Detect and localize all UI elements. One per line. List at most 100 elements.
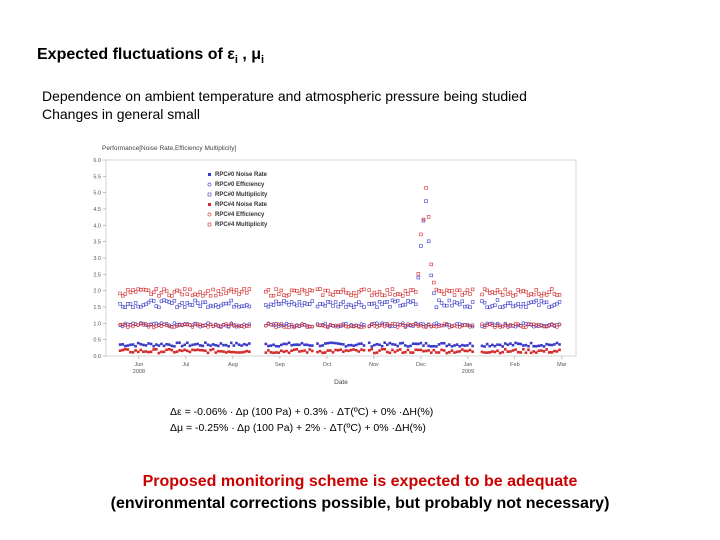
point-rpc-0-multiplicity bbox=[300, 303, 304, 308]
point-rpc-4-noise-rate bbox=[352, 348, 355, 351]
point-rpc-0-multiplicity bbox=[482, 300, 487, 305]
point-rpc-4-noise-rate bbox=[432, 348, 436, 352]
point-rpc-0-noise-rate bbox=[206, 343, 210, 347]
point-rpc-4-efficiency bbox=[149, 322, 153, 327]
point-rpc-0-noise-rate bbox=[360, 342, 363, 345]
point-rpc-4-efficiency bbox=[175, 324, 179, 329]
point-rpc-4-efficiency bbox=[383, 324, 387, 329]
y-tick-label: 1.5 bbox=[93, 305, 101, 311]
point-rpc-0-noise-rate bbox=[480, 344, 484, 348]
point-rpc-4-multiplicity bbox=[264, 290, 268, 294]
point-rpc-0-noise-rate bbox=[414, 342, 418, 346]
point-rpc-4-multiplicity bbox=[500, 293, 505, 297]
point-rpc-0-multiplicity bbox=[328, 300, 333, 305]
point-rpc-0-noise-rate bbox=[411, 342, 415, 346]
point-rpc-0-noise-rate bbox=[550, 343, 554, 347]
point-rpc-0-noise-rate bbox=[334, 341, 337, 345]
point-rpc-0-noise-rate bbox=[349, 343, 353, 347]
point-rpc-4-efficiency bbox=[511, 323, 515, 328]
point-rpc-4-multiplicity bbox=[326, 288, 330, 293]
point-rpc-0-multiplicity bbox=[429, 273, 433, 278]
x-tick-year: 2009 bbox=[462, 369, 474, 375]
point-rpc-4-efficiency bbox=[279, 322, 284, 326]
point-rpc-4-multiplicity bbox=[470, 287, 475, 292]
point-rpc-4-multiplicity bbox=[390, 287, 395, 291]
point-rpc-4-multiplicity bbox=[439, 289, 444, 294]
point-rpc-0-noise-rate bbox=[450, 345, 454, 348]
point-rpc-4-efficiency bbox=[524, 325, 528, 329]
x-tick-label: Aug bbox=[228, 362, 238, 368]
point-rpc-4-noise-rate bbox=[237, 351, 241, 354]
point-rpc-4-multiplicity bbox=[388, 292, 392, 296]
point-rpc-0-multiplicity bbox=[289, 300, 294, 304]
point-rpc-4-noise-rate bbox=[393, 350, 397, 354]
point-rpc-4-noise-rate bbox=[511, 349, 515, 352]
point-rpc-4-noise-rate bbox=[267, 349, 270, 352]
point-rpc-4-noise-rate bbox=[555, 350, 559, 353]
point-rpc-0-multiplicity bbox=[403, 302, 408, 307]
chart-axes: 0.0 0.5 1.0 1.5 2.0 2.5 3.0 3.5 4.0 4.5 5.0 5.5 6.0 J… bbox=[93, 158, 577, 375]
point-rpc-0-noise-rate bbox=[409, 344, 412, 348]
point-rpc-0-multiplicity bbox=[152, 299, 156, 303]
point-rpc-0-noise-rate bbox=[316, 342, 319, 345]
point-rpc-0-multiplicity bbox=[414, 302, 418, 307]
point-rpc-4-noise-rate bbox=[496, 349, 499, 353]
point-rpc-4-multiplicity bbox=[279, 288, 284, 293]
point-rpc-4-noise-rate bbox=[524, 351, 528, 355]
point-rpc-4-noise-rate bbox=[503, 348, 507, 351]
point-rpc-0-multiplicity bbox=[557, 300, 562, 304]
point-rpc-0-efficiency bbox=[229, 321, 233, 325]
point-rpc-0-noise-rate bbox=[496, 343, 499, 346]
point-rpc-4-noise-rate bbox=[157, 351, 161, 355]
point-rpc-4-noise-rate bbox=[240, 351, 243, 354]
description-line-2: Changes in general small bbox=[42, 106, 200, 122]
point-rpc-4-noise-rate bbox=[398, 348, 402, 351]
point-rpc-4-noise-rate bbox=[272, 351, 275, 355]
point-rpc-0-noise-rate bbox=[352, 344, 355, 347]
point-rpc-4-noise-rate bbox=[316, 350, 319, 354]
point-rpc-0-multiplicity bbox=[432, 291, 436, 295]
point-rpc-4-multiplicity bbox=[429, 262, 433, 267]
point-rpc-4-noise-rate bbox=[522, 347, 525, 351]
point-rpc-0-multiplicity bbox=[439, 301, 444, 305]
x-tick-label: Jul bbox=[182, 362, 189, 368]
y-tick-label: 5.0 bbox=[93, 191, 101, 197]
point-rpc-4-multiplicity bbox=[432, 280, 436, 285]
point-rpc-0-noise-rate bbox=[126, 344, 130, 347]
point-rpc-0-noise-rate bbox=[514, 341, 517, 345]
point-rpc-4-efficiency bbox=[500, 324, 505, 329]
point-rpc-4-efficiency bbox=[144, 322, 148, 326]
point-rpc-4-multiplicity bbox=[177, 289, 182, 294]
point-rpc-4-efficiency bbox=[219, 325, 223, 329]
point-rpc-4-noise-rate bbox=[404, 350, 407, 354]
point-rpc-4-noise-rate bbox=[347, 349, 350, 353]
point-rpc-4-noise-rate bbox=[206, 351, 210, 355]
point-rpc-0-noise-rate bbox=[295, 343, 299, 346]
conclusion-line-1: Proposed monitoring scheme is expected t… bbox=[142, 473, 578, 490]
point-rpc-4-noise-rate bbox=[488, 351, 492, 354]
point-rpc-4-multiplicity bbox=[123, 292, 127, 296]
point-rpc-4-noise-rate bbox=[154, 348, 158, 351]
point-rpc-4-noise-rate bbox=[406, 348, 410, 352]
point-rpc-4-multiplicity bbox=[198, 290, 202, 294]
point-rpc-4-efficiency bbox=[302, 322, 307, 327]
point-rpc-0-efficiency bbox=[495, 321, 500, 326]
point-rpc-4-noise-rate bbox=[435, 351, 438, 354]
point-rpc-4-multiplicity bbox=[537, 292, 541, 296]
point-rpc-0-multiplicity bbox=[388, 305, 392, 309]
point-rpc-4-efficiency bbox=[193, 322, 197, 326]
point-rpc-4-efficiency bbox=[532, 322, 536, 327]
point-rpc-4-noise-rate bbox=[334, 348, 337, 352]
point-rpc-0-multiplicity bbox=[170, 301, 174, 305]
point-rpc-4-noise-rate bbox=[537, 349, 541, 353]
point-rpc-0-noise-rate bbox=[277, 345, 281, 348]
point-rpc-4-noise-rate bbox=[527, 348, 530, 352]
point-rpc-0-noise-rate bbox=[440, 341, 443, 345]
point-rpc-4-efficiency bbox=[439, 323, 444, 328]
point-rpc-4-noise-rate bbox=[427, 349, 430, 352]
point-rpc-4-noise-rate bbox=[311, 349, 314, 353]
point-rpc-4-efficiency bbox=[208, 322, 213, 326]
point-rpc-4-multiplicity bbox=[495, 288, 500, 292]
point-rpc-0-noise-rate bbox=[398, 342, 402, 345]
point-rpc-4-noise-rate bbox=[336, 348, 340, 352]
